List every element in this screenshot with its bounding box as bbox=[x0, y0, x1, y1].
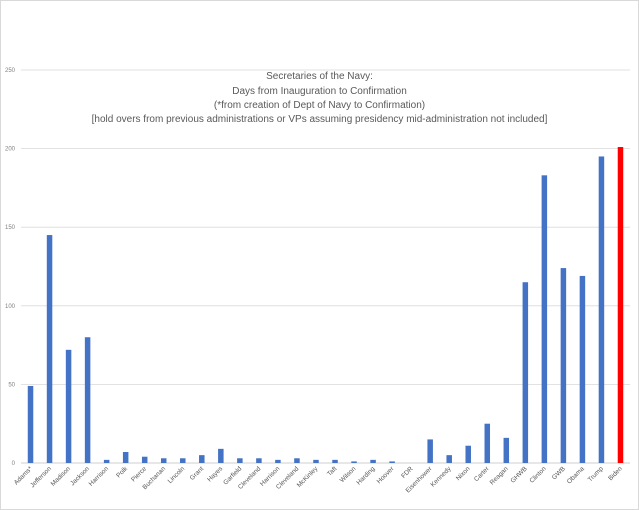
bar-ghwb bbox=[522, 282, 529, 463]
bar-hoover bbox=[389, 461, 395, 463]
bar-kennedy bbox=[446, 455, 452, 463]
bar-carter bbox=[484, 423, 491, 463]
x-tick-label: Madison bbox=[50, 465, 73, 488]
bar-eisenhower bbox=[427, 439, 433, 463]
x-tick-label: Biden bbox=[607, 465, 624, 482]
bar-gwb bbox=[560, 268, 567, 463]
chart-subtitle-line-1: (*from creation of Dept of Navy to Confi… bbox=[213, 100, 426, 111]
bar-lincoln bbox=[180, 458, 186, 463]
bar-hayes bbox=[218, 448, 224, 463]
chart-title-line-1: Secretaries of the Navy: bbox=[266, 71, 373, 82]
bar-nixon bbox=[465, 445, 471, 463]
x-tick-label: Trump bbox=[587, 465, 605, 483]
x-tick-label: Nixon bbox=[455, 465, 472, 482]
x-tick-label: Lincoln bbox=[167, 465, 187, 485]
x-tick-label: Hoover bbox=[376, 465, 396, 485]
bar-reagan bbox=[503, 437, 510, 463]
x-tick-label: Grant bbox=[189, 465, 206, 482]
bar-polk bbox=[122, 452, 129, 463]
bar-clinton bbox=[541, 175, 548, 463]
chart-title-line-2: Days from Inauguration to Confirmation bbox=[232, 86, 407, 97]
bar-madison bbox=[65, 349, 72, 463]
y-tick-label: 0 bbox=[12, 461, 16, 467]
bar-grant bbox=[199, 455, 205, 463]
x-tick-label: Polk bbox=[115, 465, 129, 479]
y-tick-label: 250 bbox=[5, 68, 16, 74]
bar-cleveland bbox=[256, 458, 262, 463]
bar-buchanan bbox=[160, 458, 167, 463]
x-tick-label: Jefferson bbox=[29, 465, 53, 489]
bar-obama bbox=[579, 275, 586, 463]
bar-harrison bbox=[275, 459, 281, 463]
bar-garfield bbox=[237, 458, 243, 463]
x-tick-label: Harding bbox=[355, 465, 376, 486]
bar-biden bbox=[617, 147, 624, 463]
bar-pierce bbox=[141, 456, 148, 463]
bar-harrison bbox=[103, 459, 110, 463]
x-tick-label: GWB bbox=[551, 465, 567, 481]
chart-subtitle-line-2: [hold overs from previous administration… bbox=[91, 114, 548, 125]
y-tick-label: 150 bbox=[5, 225, 16, 231]
bar-harding bbox=[370, 459, 376, 463]
y-tick-label: 200 bbox=[5, 147, 16, 153]
bar-mckinley bbox=[313, 459, 319, 463]
bar-jefferson bbox=[46, 235, 53, 463]
y-tick-label: 50 bbox=[8, 382, 15, 388]
bar-taft bbox=[332, 459, 338, 463]
bar-jackson bbox=[84, 337, 91, 463]
x-tick-label: GHWB bbox=[509, 465, 528, 484]
bar-wilson bbox=[351, 461, 357, 463]
y-tick-label: 100 bbox=[5, 304, 16, 310]
x-tick-label: Taft bbox=[326, 465, 338, 477]
x-tick-label: McKinley bbox=[296, 465, 320, 489]
x-tick-label: FDR bbox=[400, 465, 415, 480]
x-tick-label: Reagan bbox=[489, 465, 510, 486]
x-tick-label: Obama bbox=[566, 465, 586, 485]
bar-trump bbox=[598, 156, 605, 463]
bar-cleveland bbox=[294, 458, 300, 463]
bar-adams bbox=[27, 385, 34, 463]
x-tick-label: Harrison bbox=[88, 465, 111, 488]
x-tick-label: Kennedy bbox=[430, 465, 454, 489]
x-tick-label: Clinton bbox=[529, 465, 549, 485]
